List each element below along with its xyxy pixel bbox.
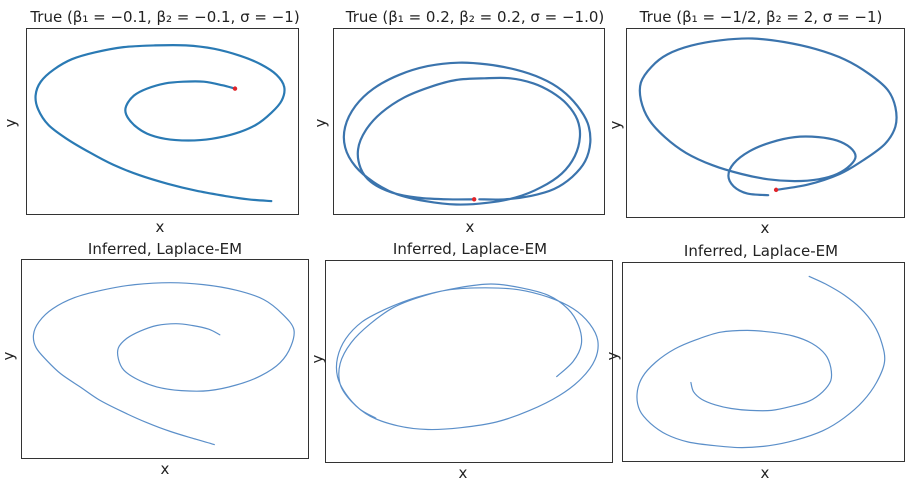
panel-2: True (β₁ = 0.2, β₂ = 0.2, σ = −1.0) y x [310,0,620,240]
panel-4-svg [32,282,295,446]
panel-1-series-1-line [34,43,286,203]
panel-6: Inferred, Laplace-EM y x [603,240,917,485]
panel-6-plot [622,262,905,462]
panel-1-plot [26,28,299,215]
panel-1: True (β₁ = −0.1, β₂ = −0.1, σ = −1) y x [0,0,310,240]
panel-1-end-marker [232,86,238,91]
panel-1-title: True (β₁ = −0.1, β₂ = −0.1, σ = −1) [30,8,300,26]
panel-3: True (β₁ = −1/2, β₂ = 2, σ = −1) y x [605,0,917,240]
panel-4-ylabel: y [0,351,18,361]
panel-3-svg [638,37,898,197]
panel-2-series-1-line [342,61,592,206]
panel-1-xlabel: x [155,218,165,236]
panel-3-xlabel: x [760,219,770,237]
panel-4-plot [21,259,309,459]
panel-3-end-marker [773,187,779,193]
panel-5-xlabel: x [458,464,468,482]
panel-6-svg [636,275,886,449]
panel-5-ylabel: y [308,354,327,364]
panel-2-end-marker [471,197,477,202]
panel-4: Inferred, Laplace-EM y x [0,240,310,485]
panel-5-series-1-line [335,283,599,431]
panel-3-series-1-line [638,37,898,197]
panel-3-ylabel: y [606,120,625,130]
panel-2-ylabel: y [311,118,330,128]
panel-1-svg [34,43,286,203]
panel-3-title: True (β₁ = −1/2, β₂ = 2, σ = −1) [639,8,883,26]
panel-2-title: True (β₁ = 0.2, β₂ = 0.2, σ = −1.0) [345,8,605,26]
panel-4-xlabel: x [160,460,170,478]
panel-4-series-1-line [32,282,295,446]
panel-6-xlabel: x [760,464,770,482]
panel-5-plot [325,260,613,463]
panel-6-ylabel: y [603,351,622,361]
panel-5-title: Inferred, Laplace-EM [392,240,548,258]
panel-6-series-1-line [636,275,886,449]
panel-2-svg [342,61,592,206]
panel-5: Inferred, Laplace-EM y x [308,240,620,485]
panel-3-plot [626,28,905,218]
panel-4-title: Inferred, Laplace-EM [87,240,243,258]
panel-5-svg [335,283,599,431]
panel-2-xlabel: x [465,218,475,236]
panel-1-ylabel: y [1,118,20,128]
panel-6-title: Inferred, Laplace-EM [683,242,839,260]
panel-2-plot [333,28,605,215]
